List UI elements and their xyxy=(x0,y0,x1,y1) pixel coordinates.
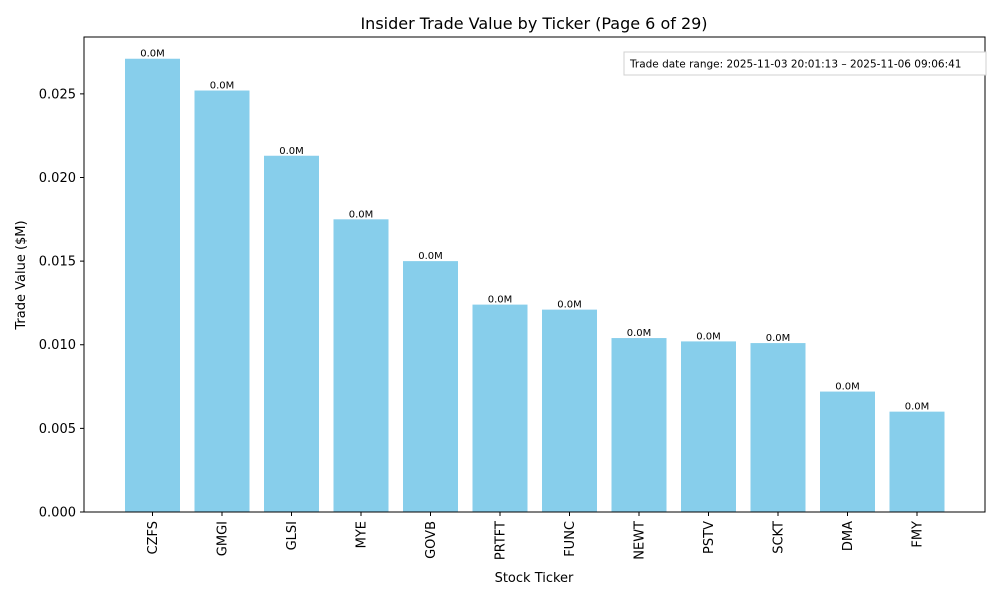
bar-pstv xyxy=(681,341,736,512)
x-axis-ticks: CZFS GMGI GLSI MYE GOVB PRTFT FUNC NEWT PSTV SCKT… xyxy=(146,512,926,560)
x-tick-label: NEWT xyxy=(633,521,648,560)
y-axis-ticks: 0.000 0.005 0.010 0.015 0.020 0.025 xyxy=(39,87,84,521)
bar-gmgi xyxy=(194,90,250,513)
bar-prtft xyxy=(472,304,528,512)
y-tick-label: 0.000 xyxy=(39,506,76,521)
y-axis-label: Trade Value ($M) xyxy=(14,220,29,330)
x-tick-label: SCKT xyxy=(772,521,787,554)
bar-value-label: 0.0M xyxy=(835,382,860,393)
y-tick-label: 0.010 xyxy=(39,338,76,353)
bar-value-label: 0.0M xyxy=(210,81,235,92)
bar-value-label: 0.0M xyxy=(279,146,304,157)
bar-glsi xyxy=(264,155,319,512)
x-tick-label: MYE xyxy=(355,521,370,548)
x-tick-label: GLSI xyxy=(285,521,300,550)
plot-frame xyxy=(83,36,986,513)
bar-dma xyxy=(820,391,875,512)
bar-value-label: 0.0M xyxy=(557,300,582,311)
bar-sckt xyxy=(750,343,806,512)
date-range-annotation-box: Trade date range: 2025-11-03 20:01:13 – … xyxy=(623,51,987,76)
bar-value-label: 0.0M xyxy=(696,331,721,342)
bar-value-label: 0.0M xyxy=(488,295,513,306)
y-tick-label: 0.015 xyxy=(39,255,76,270)
bar-func xyxy=(542,309,597,512)
x-tick-label: GMGI xyxy=(216,521,231,556)
y-tick-label: 0.005 xyxy=(39,422,76,437)
x-tick-label: FMY xyxy=(911,521,926,548)
bar-govb xyxy=(403,261,458,512)
x-tick-label: GOVB xyxy=(424,521,439,559)
bar-value-label: 0.0M xyxy=(418,251,443,262)
bars-group xyxy=(125,58,945,513)
bar-value-label: 0.0M xyxy=(766,333,791,344)
bar-newt xyxy=(611,338,667,512)
y-tick-label: 0.025 xyxy=(39,87,76,102)
bar-labels-group: 0.0M 0.0M 0.0M 0.0M 0.0M 0.0M 0.0M 0.0M 0.0M 0.0M… xyxy=(140,49,929,413)
x-tick-label: PSTV xyxy=(702,521,717,554)
bar-value-label: 0.0M xyxy=(349,209,374,220)
date-range-annotation: Trade date range: 2025-11-03 20:01:13 – … xyxy=(629,59,961,71)
x-tick-label: PRTFT xyxy=(494,521,509,560)
x-tick-label: DMA xyxy=(841,521,856,551)
chart-title: Insider Trade Value by Ticker (Page 6 of… xyxy=(360,14,707,33)
bar-value-label: 0.0M xyxy=(627,328,652,339)
x-axis-label: Stock Ticker xyxy=(495,571,574,586)
bar-fmy xyxy=(889,411,945,512)
y-tick-label: 0.020 xyxy=(39,171,76,186)
x-tick-label: CZFS xyxy=(146,521,161,554)
x-tick-label: FUNC xyxy=(563,521,578,557)
bar-value-label: 0.0M xyxy=(140,49,165,60)
bar-czfs xyxy=(125,58,180,513)
bar-value-label: 0.0M xyxy=(905,402,930,413)
bar-mye xyxy=(333,219,389,512)
